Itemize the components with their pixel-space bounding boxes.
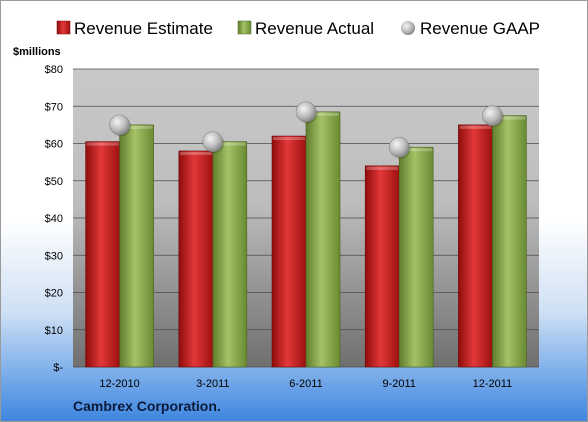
x-tick-label: 12-2010 <box>99 378 139 390</box>
legend-swatch-gaap <box>401 21 415 35</box>
gaap-marker <box>388 136 410 158</box>
legend: Revenue Estimate Revenue Actual Revenue … <box>56 19 540 38</box>
legend-label-estimate: Revenue Estimate <box>74 19 213 38</box>
bar-revenue-actual <box>119 124 154 368</box>
y-unit-label: $millions <box>13 46 61 58</box>
x-tick-label: 9-2011 <box>382 378 415 390</box>
x-tick-label: 6-2011 <box>289 378 322 390</box>
bar-revenue-actual <box>492 115 527 368</box>
bar-revenue-actual-highlight <box>213 142 246 146</box>
y-tick-label: $80 <box>45 64 63 76</box>
y-tick-label: $60 <box>45 139 63 151</box>
bar-revenue-actual-highlight <box>120 125 153 129</box>
bar-revenue-estimate <box>364 165 400 368</box>
bar-revenue-estimate-highlight <box>273 137 305 141</box>
bar-revenue-estimate <box>85 141 120 368</box>
gaap-marker <box>202 131 224 152</box>
y-tick-label: $- <box>53 362 63 374</box>
y-tick-label: $50 <box>45 176 63 188</box>
legend-item-gaap: Revenue GAAP <box>401 19 540 38</box>
bar-revenue-estimate <box>271 135 307 368</box>
company-name: Cambrex Corporation. <box>73 398 221 414</box>
legend-item-actual: Revenue Actual <box>237 19 374 38</box>
gaap-markers <box>109 101 504 159</box>
y-tick-label: $20 <box>45 288 63 300</box>
bar-revenue-actual-highlight <box>493 116 526 120</box>
x-tick-label: 3-2011 <box>196 378 229 390</box>
bar-revenue-actual-highlight <box>307 112 339 116</box>
x-axis-ticks: 12-2010 3-2011 6-2011 9-2011 12-2011 <box>99 378 512 390</box>
x-tick-label: 12-2011 <box>473 378 513 390</box>
gaap-marker <box>295 101 317 123</box>
bar-revenue-actual <box>398 146 434 368</box>
bars <box>85 111 527 368</box>
legend-label-actual: Revenue Actual <box>255 19 374 38</box>
bar-revenue-estimate-highlight <box>459 125 492 129</box>
legend-swatch-estimate <box>56 20 71 35</box>
y-tick-label: $10 <box>45 325 63 337</box>
gaap-marker <box>482 105 503 126</box>
bar-revenue-estimate <box>178 150 214 368</box>
y-axis-ticks: $- $10 $20 $30 $40 $50 $60 $70 $80 <box>45 64 64 374</box>
bar-revenue-estimate-highlight <box>366 166 399 170</box>
bar-revenue-actual <box>212 141 248 368</box>
legend-label-gaap: Revenue GAAP <box>420 19 540 38</box>
bar-revenue-estimate-highlight <box>179 151 212 155</box>
bar-revenue-actual <box>305 111 341 368</box>
legend-item-estimate: Revenue Estimate <box>56 19 213 38</box>
bar-revenue-estimate <box>458 124 493 368</box>
y-tick-label: $40 <box>45 213 63 225</box>
bar-revenue-actual-highlight <box>400 148 433 152</box>
y-tick-label: $30 <box>45 250 63 262</box>
y-tick-label: $70 <box>45 101 63 113</box>
gaap-marker <box>109 114 130 136</box>
legend-swatch-actual <box>237 20 252 35</box>
bar-revenue-estimate-highlight <box>86 142 119 146</box>
